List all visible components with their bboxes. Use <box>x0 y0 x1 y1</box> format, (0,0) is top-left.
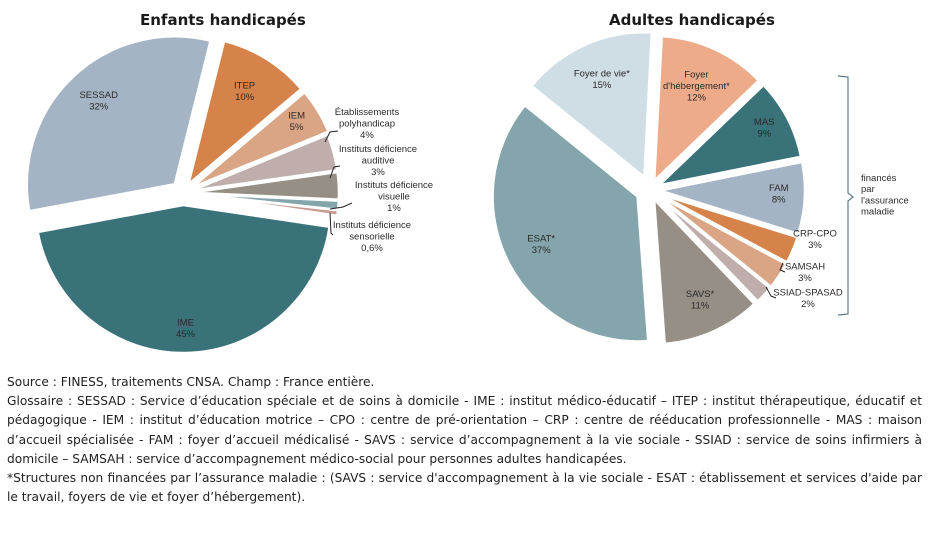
slice-name-label: FAM <box>769 183 789 194</box>
slice-name-label: CRP-CPO <box>793 229 837 240</box>
pie-slice-mas <box>654 83 803 188</box>
leader-line <box>779 262 786 273</box>
glossary-note: Glossaire : SESSAD : Service d’éducation… <box>7 394 922 466</box>
slice-value-label: 0,6% <box>361 243 383 254</box>
slice-label-etablissements-polyhandicap: Établissements polyhandicap 4% <box>335 107 400 141</box>
leader-line <box>329 212 334 236</box>
slice-value-label: 5% <box>290 122 304 133</box>
pie-slice-crp-cpo <box>658 192 800 265</box>
slice-value-label: 10% <box>235 92 255 103</box>
slice-label-fam: FAM 8% <box>769 183 789 206</box>
slice-value-label: 3% <box>798 273 812 284</box>
slice-name-label: SAVS* <box>686 289 715 300</box>
pie-charts: ITEP 10% IEM 5% Établissements polyhandicap 4%… <box>25 30 909 355</box>
slice-name-label: IEM <box>288 111 305 122</box>
pie-slice-foyer-de-vie <box>529 30 654 180</box>
bracket-assurance-maladie: financés par l'assurance maladie <box>837 75 909 316</box>
annotation-line: maladie <box>861 207 894 218</box>
pie-adultes <box>491 30 807 346</box>
slice-label-samsah: SAMSAH 3% <box>785 262 825 285</box>
leader-line <box>329 202 353 210</box>
pie-slice-samsah <box>657 194 788 289</box>
slice-label-foyer-d-hebergement: Foyer d'hébergement* 12% <box>663 70 730 104</box>
slice-name-label: Instituts déficience <box>333 220 411 231</box>
pie-slice-esat <box>491 103 650 343</box>
source-note: Source : FINESS, traitements CNSA. Champ… <box>7 375 375 389</box>
leader-line <box>329 165 341 179</box>
pie-slice-sessad <box>25 35 213 213</box>
chart-title-adultes: Adultes handicapés <box>609 11 775 29</box>
slice-name-label: ESAT* <box>527 233 555 244</box>
slice-label-foyer-de-vie: Foyer de vie* 15% <box>574 68 630 91</box>
pie-slice-foyer-d-hebergement <box>652 34 761 184</box>
pie-slice-etablissements-polyhandicap <box>190 133 339 193</box>
annotation-line: financés <box>861 173 897 184</box>
pie-slice-iem <box>190 90 331 189</box>
slice-name-label: polyhandicap <box>339 119 395 130</box>
slice-value-label: 8% <box>772 195 786 206</box>
slice-value-label: 1% <box>387 203 401 214</box>
slice-label-instituts-deficience-auditive: Instituts déficience auditive 3% <box>339 144 417 178</box>
pie-slice-savs <box>652 195 757 346</box>
slice-value-label: 12% <box>687 93 707 104</box>
slice-label-iem: IEM 5% <box>288 111 305 134</box>
slice-value-label: 4% <box>360 130 374 141</box>
pie-slice-fam <box>659 160 807 236</box>
slice-name-label: MAS <box>754 117 775 128</box>
pie-slice-instituts-deficience-sensorielle <box>190 192 340 218</box>
slice-value-label: 2% <box>801 299 815 310</box>
slice-label-sessad: SESSAD 32% <box>79 90 118 113</box>
slice-label-instituts-deficience-visuelle: Instituts déficience visuelle 1% <box>355 180 433 214</box>
slice-name-label: IME <box>177 317 194 328</box>
slice-value-label: 37% <box>532 245 552 256</box>
slice-value-label: 3% <box>808 240 822 251</box>
slice-value-label: 3% <box>371 167 385 178</box>
slice-name-label: SESSAD <box>79 90 118 101</box>
annotation-line: par <box>861 184 875 195</box>
slice-name-label: Instituts déficience <box>355 180 433 191</box>
slice-name-label: Foyer de vie* <box>574 68 630 79</box>
slice-name-label: visuelle <box>378 192 410 203</box>
slice-value-label: 9% <box>757 128 771 139</box>
pie-slice-ime <box>36 203 332 355</box>
slice-name-label: ITEP <box>234 81 255 92</box>
leader-line <box>765 286 777 299</box>
slice-label-esat: ESAT* 37% <box>527 233 555 256</box>
slice-label-mas: MAS 9% <box>754 117 775 140</box>
slice-name-label: sensorielle <box>349 232 394 243</box>
slice-label-instituts-deficience-sensorielle: Instituts déficience sensorielle 0,6% <box>333 220 411 254</box>
slice-label-crp-cpo: CRP-CPO 3% <box>793 229 837 252</box>
slice-value-label: 15% <box>592 80 612 91</box>
slice-name-label: auditive <box>362 156 395 167</box>
slice-label-ssiad-spasad: SSIAD-SPASAD 2% <box>773 288 843 311</box>
slice-name-label: SSIAD-SPASAD <box>773 288 843 299</box>
slice-name-label: d'hébergement* <box>663 81 730 92</box>
pie-slice-itep <box>186 39 304 188</box>
bracket-annotation: financés par l'assurance maladie <box>861 173 909 218</box>
pie-enfants <box>25 35 341 355</box>
annotation-line: l'assurance <box>861 195 909 206</box>
slice-label-ime: IME 45% <box>176 317 196 340</box>
bracket-line <box>837 75 854 316</box>
slice-value-label: 45% <box>176 329 196 340</box>
footnote: *Structures non financées par l’assuranc… <box>7 471 922 505</box>
slice-label-savs: SAVS* 11% <box>686 289 715 312</box>
leader-lines <box>324 130 786 299</box>
notes: Source : FINESS, traitements CNSA. Champ… <box>7 373 922 507</box>
chart-title-enfants: Enfants handicapés <box>140 11 306 29</box>
slice-name-label: Foyer <box>684 70 708 81</box>
pie-slice-ssiad-spasad <box>656 195 772 304</box>
slice-name-label: Instituts déficience <box>339 144 417 155</box>
slice-value-label: 11% <box>691 300 710 311</box>
slice-label-itep: ITEP 10% <box>234 81 255 104</box>
slice-labels: ITEP 10% IEM 5% Établissements polyhandicap 4%… <box>79 68 842 339</box>
slice-value-label: 32% <box>89 101 109 112</box>
slice-name-label: Établissements <box>335 107 400 118</box>
slice-name-label: SAMSAH <box>785 262 825 273</box>
leader-line <box>324 130 339 143</box>
